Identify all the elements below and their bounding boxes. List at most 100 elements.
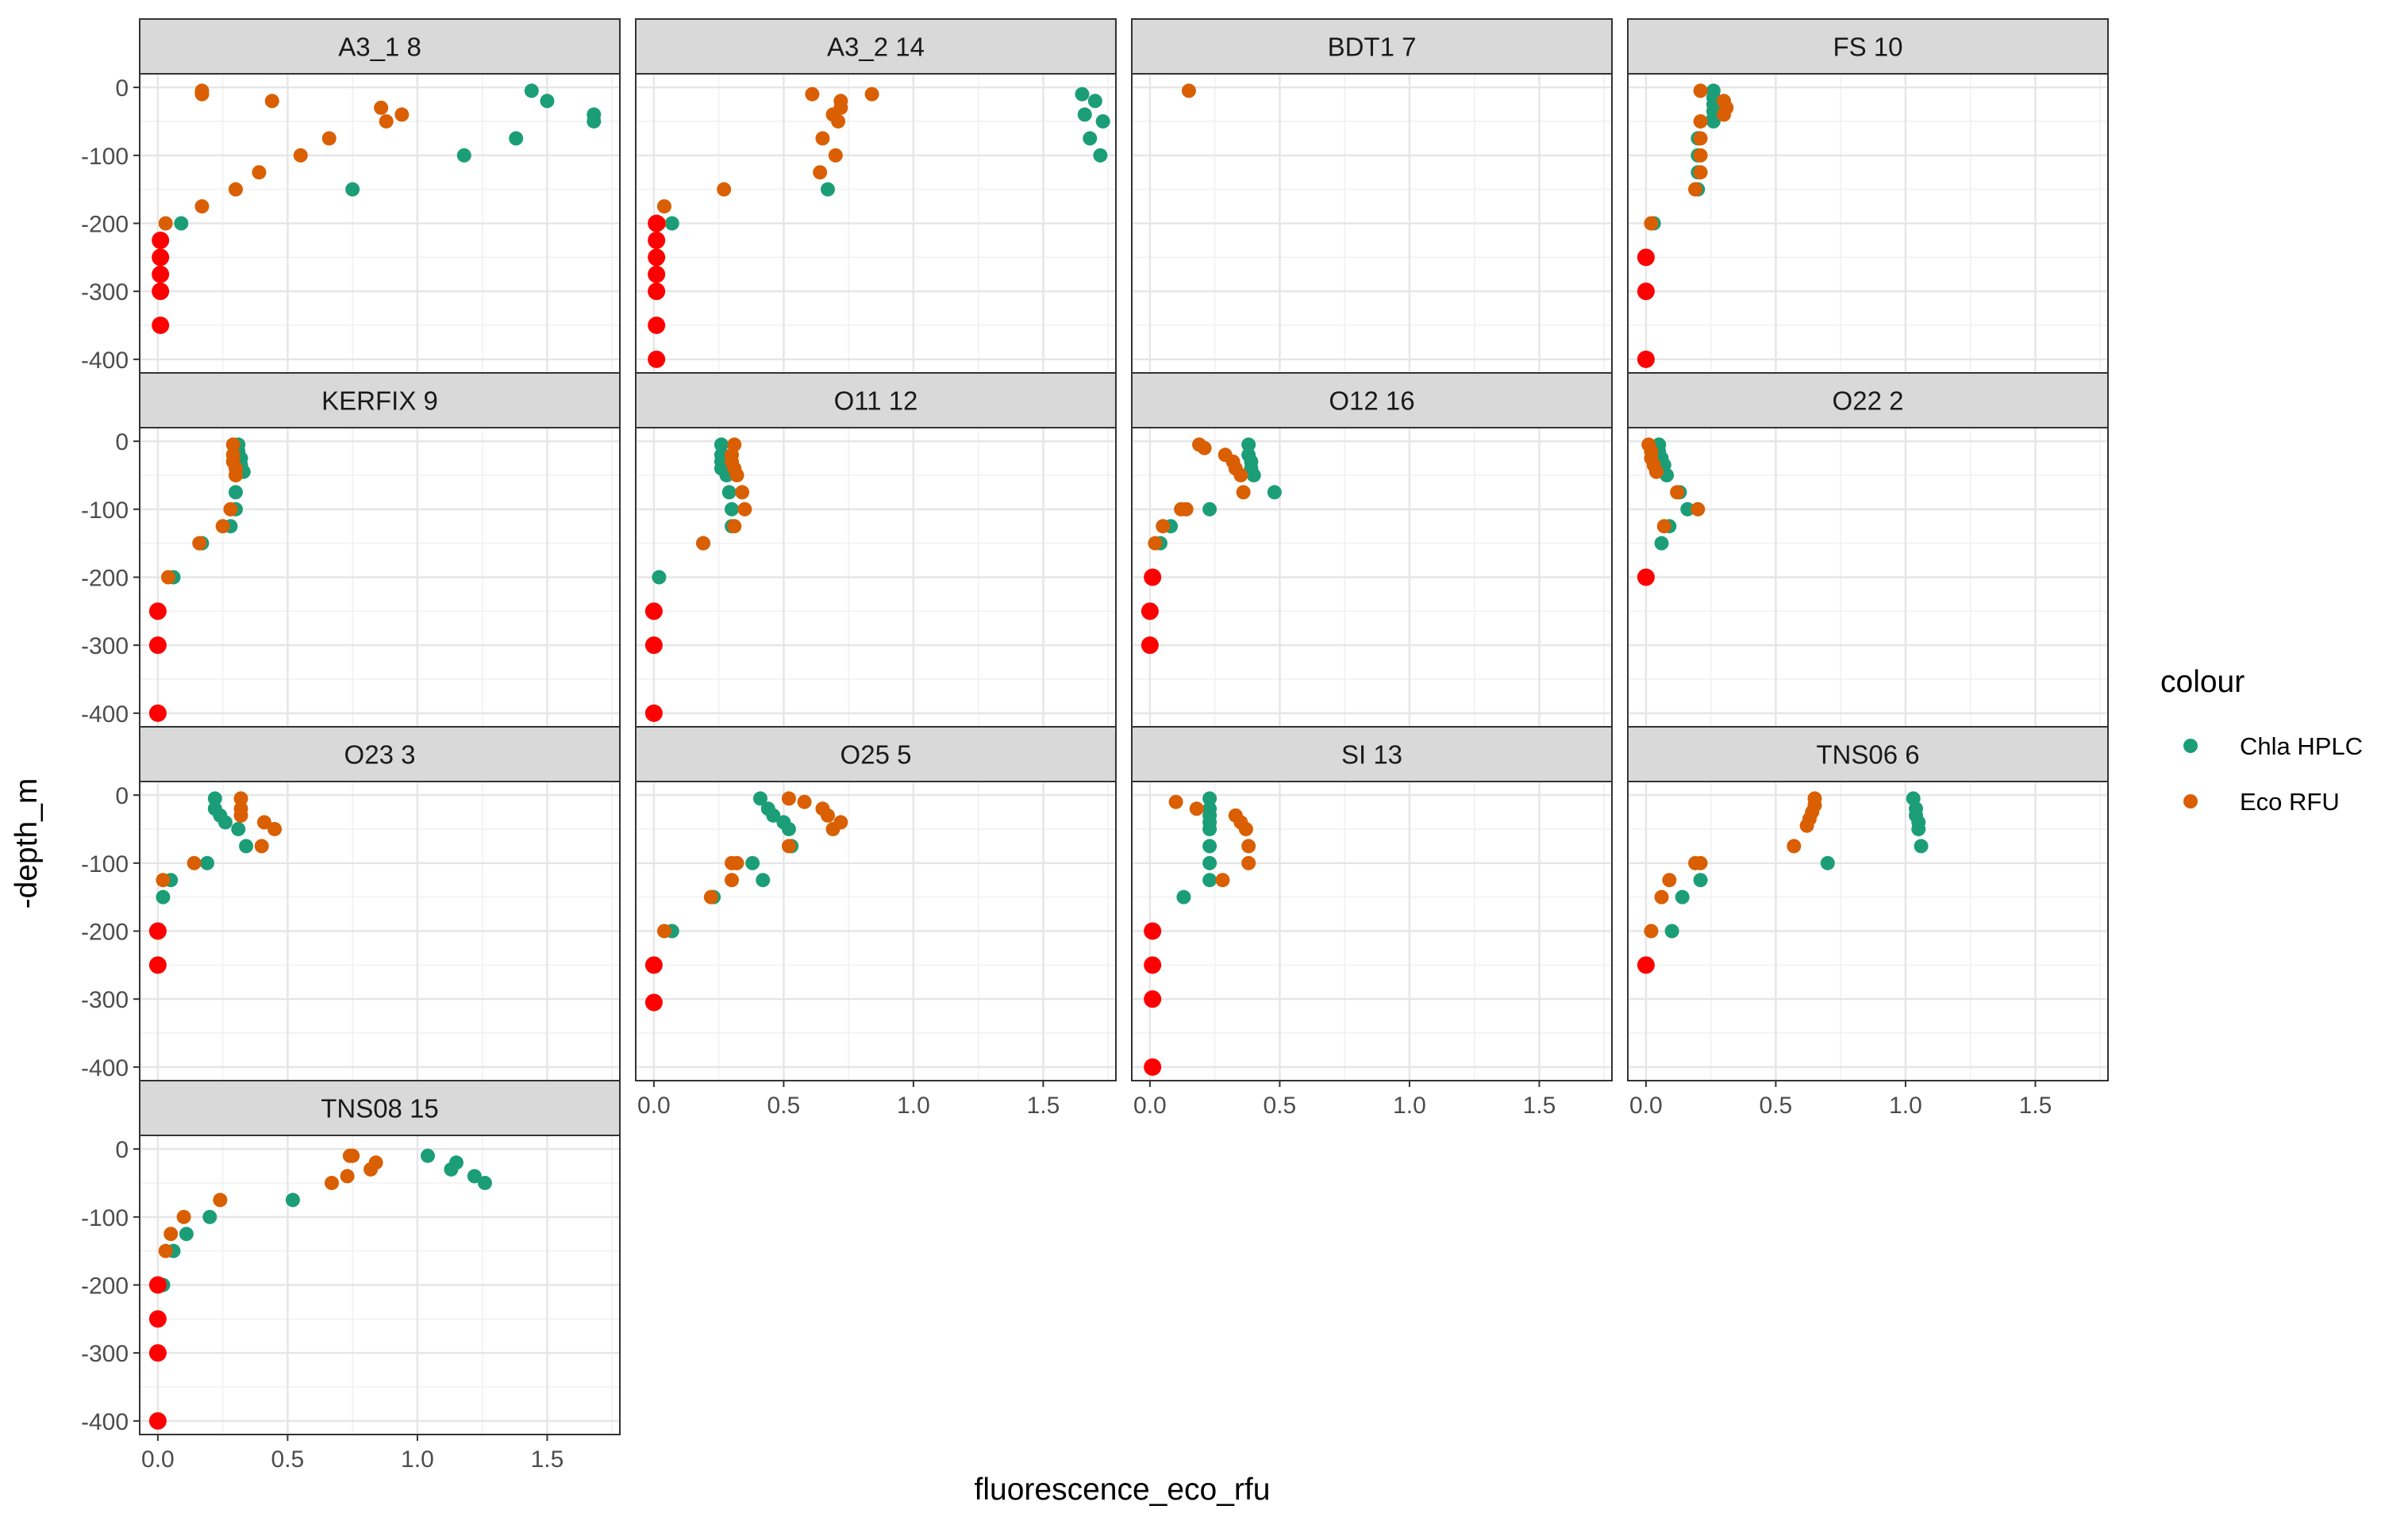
zero-point bbox=[1637, 282, 1655, 301]
facet-panel: BDT1 7 bbox=[1131, 18, 1613, 374]
eco-rfu-point bbox=[1148, 536, 1163, 551]
legend-key bbox=[2183, 739, 2198, 753]
x-tick-label: 0.5 bbox=[1760, 1093, 1793, 1119]
zero-point bbox=[648, 317, 666, 335]
eco-rfu-point bbox=[1215, 873, 1230, 888]
facet-strip bbox=[635, 726, 1117, 782]
facet-title: A3_1 8 bbox=[338, 33, 421, 62]
data-points bbox=[1181, 83, 1196, 98]
eco-rfu-point bbox=[1799, 818, 1814, 833]
chla-hplc-point bbox=[725, 501, 739, 517]
chla-hplc-point bbox=[200, 855, 215, 870]
chla-hplc-point bbox=[524, 83, 539, 98]
facet-panel: FS 10 bbox=[1627, 18, 2109, 374]
facet-strip bbox=[139, 726, 621, 782]
data-points bbox=[1637, 437, 1706, 586]
gridlines bbox=[1132, 74, 1612, 373]
chla-hplc-point bbox=[1095, 113, 1110, 129]
eco-rfu-point bbox=[1787, 839, 1802, 854]
zero-point bbox=[648, 265, 666, 283]
eco-rfu-point bbox=[656, 199, 671, 214]
zero-point bbox=[1141, 636, 1159, 655]
legend: colour Chla HPLC Eco RFU bbox=[2160, 665, 2363, 816]
data-points bbox=[1144, 791, 1256, 1076]
zero-point bbox=[1141, 602, 1159, 620]
chla-hplc-point bbox=[652, 570, 667, 585]
zero-point bbox=[1637, 248, 1655, 267]
chla-hplc-point bbox=[1820, 855, 1835, 870]
chla-hplc-point bbox=[756, 873, 771, 888]
y-axis-title: -depth_m bbox=[10, 778, 44, 909]
chla-hplc-point bbox=[540, 94, 555, 109]
chla-hplc-point bbox=[752, 791, 767, 806]
chla-hplc-point bbox=[1706, 113, 1721, 129]
eco-rfu-point bbox=[176, 1209, 191, 1224]
facet-strip bbox=[1627, 18, 2109, 75]
eco-rfu-point bbox=[717, 182, 732, 197]
zero-point bbox=[644, 636, 663, 655]
gridlines bbox=[140, 428, 620, 727]
facet-panel: SI 13 0.0 0.5 1.0 1.5 bbox=[1131, 726, 1613, 1119]
eco-rfu-point bbox=[797, 794, 812, 809]
eco-rfu-point bbox=[1168, 794, 1183, 809]
y-tick-label: -200 bbox=[81, 920, 129, 946]
zero-point bbox=[152, 231, 170, 249]
eco-rfu-point bbox=[163, 1227, 179, 1242]
chla-hplc-point bbox=[477, 1175, 492, 1190]
gridlines bbox=[140, 74, 620, 373]
eco-rfu-point bbox=[158, 1243, 173, 1258]
eco-rfu-point bbox=[729, 467, 744, 482]
gridlines bbox=[1628, 74, 2108, 373]
eco-rfu-point bbox=[187, 855, 202, 870]
eco-rfu-point bbox=[1656, 519, 1671, 534]
eco-rfu-point bbox=[781, 839, 796, 854]
facet-panel: O25 5 0.0 0.5 1.0 1.5 bbox=[635, 726, 1117, 1119]
panel-border bbox=[1131, 781, 1613, 1081]
eco-rfu-point bbox=[1238, 821, 1253, 836]
facet-title: TNS06 6 bbox=[1816, 740, 1919, 770]
eco-rfu-point bbox=[1189, 801, 1204, 816]
y-tick-label: -300 bbox=[81, 279, 129, 305]
chla-hplc-point bbox=[1267, 485, 1282, 500]
data-points bbox=[1637, 791, 1929, 974]
zero-point bbox=[1144, 1058, 1162, 1076]
facet-panel: A3_2 14 bbox=[635, 18, 1117, 374]
legend-key bbox=[2183, 794, 2198, 809]
eco-rfu-point bbox=[1693, 855, 1708, 870]
zero-point bbox=[148, 1344, 167, 1362]
eco-rfu-point bbox=[1693, 148, 1708, 163]
eco-rfu-point bbox=[864, 86, 879, 102]
legend-label: Eco RFU bbox=[2240, 788, 2340, 816]
chla-hplc-point bbox=[156, 889, 171, 905]
eco-rfu-point bbox=[267, 821, 283, 836]
zero-point bbox=[648, 214, 666, 232]
data-points bbox=[644, 437, 752, 722]
data-points bbox=[648, 86, 1110, 368]
eco-rfu-point bbox=[394, 107, 410, 122]
x-tick-label: 0.5 bbox=[1264, 1093, 1297, 1119]
facet-panel: TNS08 15 0 -100 -200 -300 -400 0.0 0.5 1.0 1.5 bbox=[81, 1080, 621, 1473]
facet-strip bbox=[139, 372, 621, 428]
facet-strip bbox=[1627, 726, 2109, 782]
chla-hplc-point bbox=[174, 216, 189, 231]
chla-hplc-point bbox=[421, 1148, 435, 1163]
zero-point bbox=[644, 993, 663, 1012]
data-points bbox=[148, 791, 283, 974]
gridlines bbox=[1628, 428, 2108, 727]
zero-point bbox=[148, 602, 167, 620]
eco-rfu-point bbox=[223, 501, 238, 517]
chla-hplc-point bbox=[1675, 889, 1690, 905]
chla-hplc-point bbox=[781, 821, 796, 836]
x-tick-label: 0.0 bbox=[637, 1093, 671, 1119]
eco-rfu-point bbox=[233, 791, 248, 806]
x-tick-label: 0.0 bbox=[141, 1446, 175, 1473]
zero-point bbox=[148, 1310, 167, 1328]
eco-rfu-point bbox=[1156, 519, 1171, 534]
chla-hplc-point bbox=[745, 855, 760, 870]
y-tick-label: -100 bbox=[81, 144, 129, 170]
eco-rfu-point bbox=[256, 815, 271, 830]
facet-title: TNS08 15 bbox=[321, 1094, 439, 1123]
y-tick-label: -100 bbox=[81, 851, 129, 878]
chla-hplc-point bbox=[1202, 855, 1217, 870]
y-tick-label: -400 bbox=[81, 1409, 129, 1435]
